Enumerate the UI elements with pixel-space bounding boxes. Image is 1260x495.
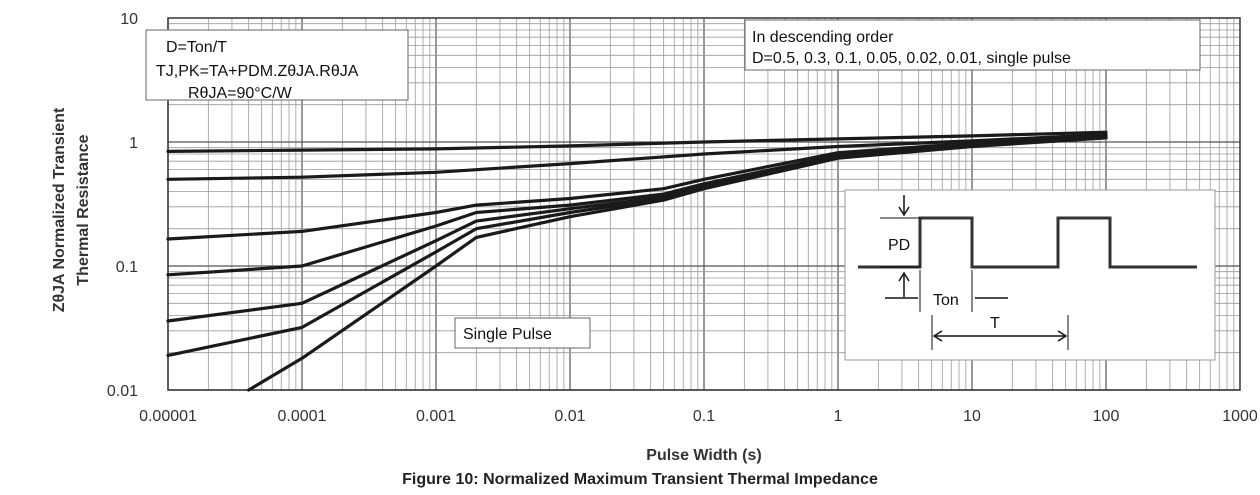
pulse-waveform bbox=[858, 216, 1197, 269]
plot-area-frame bbox=[167, 17, 1241, 391]
x-tick-labels: 0.00001 0.0001 0.001 0.01 0.1 1 10 100 1000 bbox=[139, 408, 1258, 425]
series-line-7 bbox=[247, 136, 1108, 392]
single-pulse-label: Single Pulse bbox=[463, 326, 552, 343]
period-arrowhead-left bbox=[932, 330, 943, 342]
pulse-inset: PD Ton T bbox=[844, 189, 1216, 361]
x-tick-label: 0.1 bbox=[693, 408, 715, 425]
y-tick-label: 0.1 bbox=[116, 259, 138, 276]
pd-label: PD bbox=[888, 237, 910, 254]
period-label: T bbox=[990, 315, 1000, 332]
x-tick-label: 10 bbox=[963, 408, 981, 425]
pd-arrowhead-bottom bbox=[898, 271, 910, 282]
y-axis-label-line1: ZθJA Normalized Transient bbox=[51, 107, 68, 312]
x-tick-label: 0.00001 bbox=[139, 408, 197, 425]
rthja-value: RθJA=90°C/W bbox=[188, 85, 293, 102]
y-tick-label: 1 bbox=[129, 135, 138, 152]
order-box bbox=[744, 19, 1201, 71]
x-tick-label: 0.001 bbox=[416, 408, 456, 425]
y-tick-labels: 0.01 0.1 1 10 bbox=[107, 11, 138, 400]
x-tick-label: 100 bbox=[1093, 408, 1120, 425]
x-tick-label: 1000 bbox=[1222, 408, 1258, 425]
x-tick-label: 1 bbox=[834, 408, 843, 425]
ton-label: Ton bbox=[933, 292, 959, 309]
x-tick-label: 0.01 bbox=[554, 408, 585, 425]
order-list: D=0.5, 0.3, 0.1, 0.05, 0.02, 0.01, singl… bbox=[752, 50, 1071, 67]
tj-formula: TJ,PK=TA+PDM.ZθJA.RθJA bbox=[156, 63, 359, 80]
x-axis-label: Pulse Width (s) bbox=[646, 447, 761, 464]
y-tick-label: 0.01 bbox=[107, 383, 138, 400]
order-title: In descending order bbox=[752, 29, 894, 46]
pd-arrowhead-top bbox=[898, 206, 910, 217]
series-line-3 bbox=[166, 134, 1108, 241]
formula-box bbox=[145, 29, 409, 101]
series-line-1 bbox=[166, 130, 1108, 153]
inset-background bbox=[844, 189, 1216, 361]
duty-formula: D=Ton/T bbox=[166, 39, 227, 56]
series-group bbox=[166, 130, 1108, 392]
y-tick-label: 10 bbox=[120, 11, 138, 28]
period-arrowhead-right bbox=[1057, 330, 1068, 342]
x-tick-label: 0.0001 bbox=[278, 408, 327, 425]
single-pulse-box bbox=[454, 317, 591, 349]
y-axis-label-line2: Thermal Resistance bbox=[75, 134, 92, 285]
series-line-2 bbox=[166, 132, 1108, 181]
figure-caption: Figure 10: Normalized Maximum Transient … bbox=[402, 471, 878, 488]
